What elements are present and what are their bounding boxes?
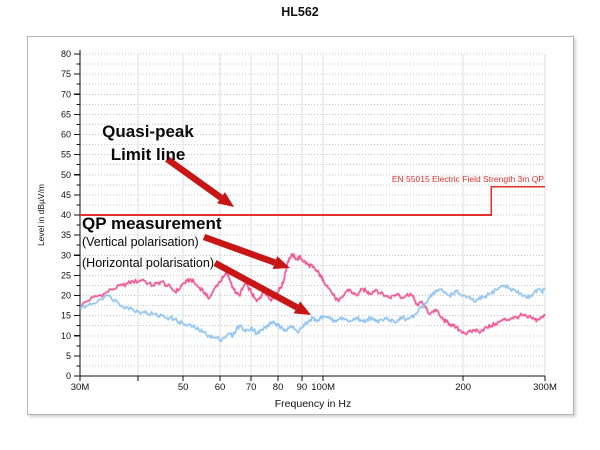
annotation-horizontal-polarisation: (Horizontal polarisation) bbox=[82, 256, 214, 270]
x-tick-label: 50 bbox=[178, 382, 189, 393]
x-tick-label: 80 bbox=[273, 382, 284, 393]
y-tick-label: 60 bbox=[61, 130, 71, 140]
y-tick-label: 40 bbox=[61, 210, 71, 220]
annotation-vertical-polarisation: (Vertical polarisation) bbox=[82, 235, 199, 249]
y-axis-label: Level in dBµV/m bbox=[36, 184, 46, 246]
arrow-to-limit-line bbox=[165, 156, 223, 201]
x-tick-label: 100M bbox=[311, 382, 335, 393]
y-tick-label: 0 bbox=[66, 371, 71, 381]
limit-line-label: EN 55015 Electric Field Strength 3m QP bbox=[392, 174, 544, 184]
arrow-to-vertical-trace-head bbox=[272, 256, 290, 269]
y-tick-label: 55 bbox=[61, 150, 71, 160]
x-tick-label: 30M bbox=[71, 382, 90, 393]
x-tick-label: 200 bbox=[455, 382, 471, 393]
arrow-to-horizontal-trace-head bbox=[293, 301, 311, 315]
limit-line bbox=[80, 185, 545, 216]
trace-horizontal bbox=[79, 284, 546, 343]
y-tick-label: 15 bbox=[61, 311, 71, 321]
y-tick-label: 10 bbox=[61, 331, 71, 341]
annotation-qp-measurement: QP measurement bbox=[82, 214, 222, 233]
trace-halo-horizontal bbox=[79, 283, 547, 343]
arrow-to-limit-line-head bbox=[217, 192, 234, 207]
y-tick-label: 50 bbox=[61, 170, 71, 180]
y-tick-label: 45 bbox=[61, 190, 71, 200]
arrow-to-vertical-trace bbox=[202, 233, 277, 266]
chart-title: HL562 bbox=[281, 5, 319, 19]
y-tick-label: 5 bbox=[66, 351, 71, 361]
annotation-quasi-peak-line2: Limit line bbox=[111, 145, 186, 164]
y-tick-label: 35 bbox=[61, 230, 71, 240]
qp-limit-line bbox=[80, 185, 545, 216]
trace-vertical bbox=[79, 253, 546, 336]
x-axis-label: Frequency in Hz bbox=[275, 398, 351, 410]
y-tick-label: 80 bbox=[61, 49, 71, 59]
annotation-quasi-peak-line1: Quasi-peak bbox=[102, 122, 194, 141]
annotation-arrows bbox=[165, 156, 311, 315]
axes bbox=[74, 50, 546, 381]
y-tick-label: 70 bbox=[61, 89, 71, 99]
measurement-traces bbox=[79, 252, 547, 343]
x-tick-label: 90 bbox=[297, 382, 308, 393]
arrow-to-horizontal-trace bbox=[213, 260, 299, 311]
x-tick-label: 70 bbox=[246, 382, 257, 393]
y-tick-label: 25 bbox=[61, 270, 71, 280]
y-tick-label: 75 bbox=[61, 69, 71, 79]
tick-labels: 0 5 10 15 20 25 30 35 40 45 50 55 60 65 70 75 80 30M 50 60 7… bbox=[61, 49, 557, 393]
x-tick-label: 300M bbox=[533, 382, 557, 393]
y-tick-label: 65 bbox=[61, 109, 71, 119]
x-tick-label: 60 bbox=[215, 382, 226, 393]
y-tick-label: 30 bbox=[61, 250, 71, 260]
y-tick-label: 20 bbox=[61, 291, 71, 301]
